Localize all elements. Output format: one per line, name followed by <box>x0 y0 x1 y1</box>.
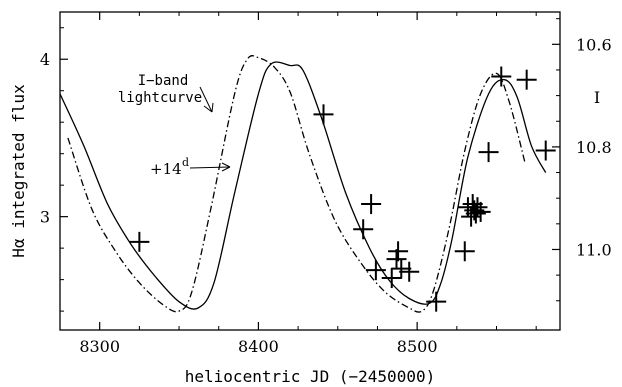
data-point <box>454 241 475 262</box>
y-ticks: 34 <box>40 27 68 312</box>
shift-arrow-line <box>189 166 231 169</box>
data-point <box>470 201 491 222</box>
data-point <box>478 142 499 163</box>
iband-annotation-line1: I−band <box>138 73 189 89</box>
iband-annotation-line2: lightcurve <box>118 90 202 106</box>
markers <box>129 66 556 312</box>
iband-arrow-line <box>199 86 213 113</box>
y-tick-label: 4 <box>40 50 50 69</box>
series-dashdot-line <box>67 55 526 313</box>
data-point <box>391 258 412 279</box>
shift-annotation: +14 <box>150 160 182 178</box>
y-right-tick-label: 10.6 <box>576 35 612 54</box>
curves <box>59 55 547 313</box>
data-point <box>426 291 447 312</box>
data-point <box>516 69 537 90</box>
y-right-tick-label: 11.0 <box>576 240 612 259</box>
data-point <box>361 194 382 215</box>
y-tick-label: 3 <box>40 208 50 227</box>
shift-arrow-head <box>221 162 231 172</box>
data-point <box>491 66 512 87</box>
y-axis-label: Hα integrated flux <box>9 84 28 258</box>
shift-annotation-superscript: d <box>182 156 189 169</box>
x-tick-label: 8500 <box>397 337 438 356</box>
y-right-axis-label: I <box>594 88 600 107</box>
data-point <box>313 104 334 125</box>
x-tick-label: 8300 <box>79 337 120 356</box>
data-point <box>129 231 150 252</box>
plot-frame <box>59 11 561 331</box>
y-right-tick-label: 10.8 <box>576 138 612 157</box>
x-ticks: 8300 8400 8500 <box>79 12 537 356</box>
data-point <box>535 140 556 161</box>
data-point <box>467 197 488 218</box>
x-tick-label: 8400 <box>238 337 279 356</box>
data-point <box>353 219 374 240</box>
y-right-ticks: 10.6 10.8 11.0 <box>552 18 612 302</box>
data-point <box>381 268 402 289</box>
iband-arrow-head <box>203 102 214 113</box>
data-point <box>365 260 386 281</box>
x-axis-label: heliocentric JD (−2450000) <box>185 367 435 386</box>
data-point <box>388 241 409 262</box>
series-solid-line <box>59 61 547 310</box>
data-point <box>386 249 407 270</box>
data-point <box>399 261 420 282</box>
